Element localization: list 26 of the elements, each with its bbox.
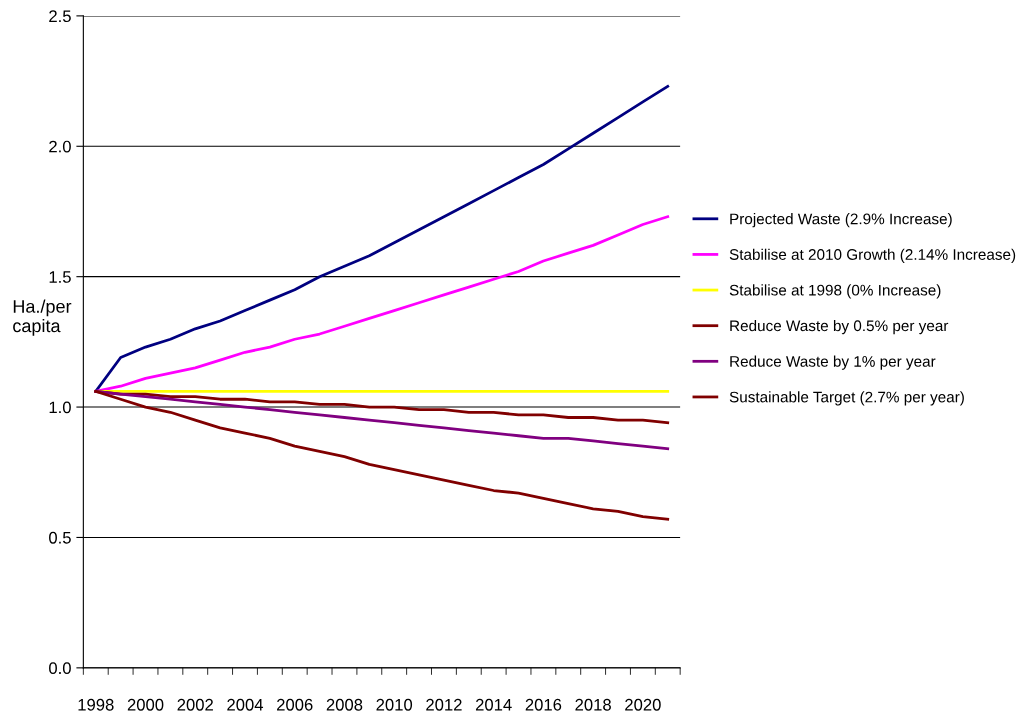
x-tick-label: 2008	[326, 698, 363, 711]
y-tick-label: 0.0	[49, 662, 71, 675]
x-tick-label: 2006	[277, 698, 313, 711]
x-tick-label: 2020	[625, 698, 661, 711]
y-axis-title: Ha./per capita	[13, 299, 72, 336]
legend-label: Projected Waste (2.9% Increase)	[730, 213, 952, 228]
y-tick-label: 1.5	[49, 271, 71, 283]
legend-label: Stabilise at 1998 (0% Increase)	[729, 284, 941, 299]
x-tick-label: 2000	[127, 698, 164, 711]
x-tick-label: 2012	[426, 698, 462, 711]
line-series	[94, 84, 670, 393]
x-tick-label: 2010	[376, 698, 413, 711]
x-tick-label: 2016	[525, 698, 562, 711]
x-tick-label: 2018	[575, 698, 611, 711]
x-tick-label: 2014	[475, 698, 512, 711]
y-tick-label: 0.5	[49, 531, 71, 544]
y-tick-label: 2.0	[49, 140, 71, 153]
legend-label: Reduce Waste by 0.5% per year	[730, 319, 949, 335]
x-tick-label: 2004	[227, 698, 264, 711]
y-tick-label: 2.5	[49, 10, 71, 23]
x-tick-label: 1998	[78, 698, 114, 711]
legend-label: Stabilise at 2010 Growth (2.14% Increase)	[729, 248, 1016, 263]
legend-label: Sustainable Target (2.7% per year)	[729, 391, 964, 406]
y-tick-label: 1.0	[49, 401, 71, 414]
legend-label: Reduce Waste by 1% per year	[730, 355, 936, 370]
x-tick-label: 2002	[177, 698, 213, 711]
